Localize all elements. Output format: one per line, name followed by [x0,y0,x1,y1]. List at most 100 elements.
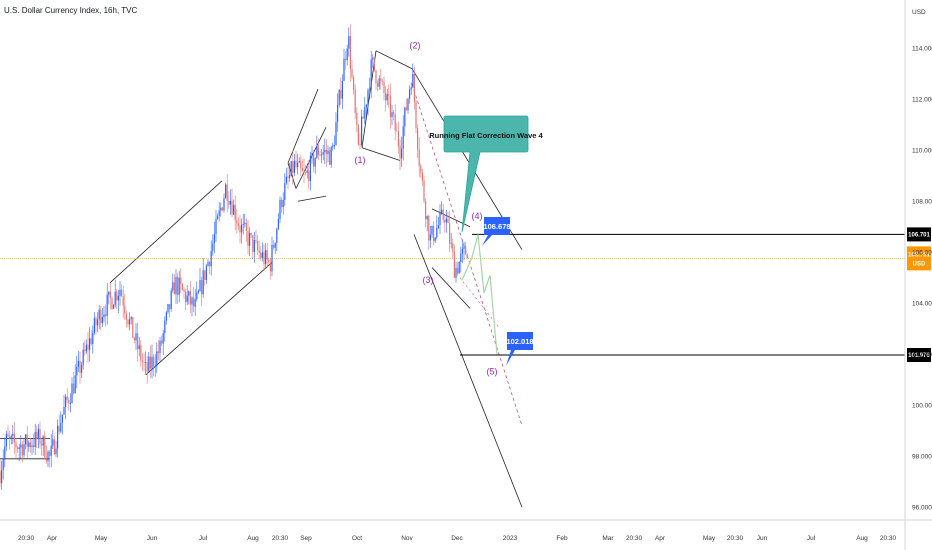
y-axis[interactable]: USD 96.000 98.000 100.000 102.000 104.000 106.… [904,0,932,550]
candle-body [378,78,380,87]
candle-body [367,89,369,105]
candle-body [116,291,118,301]
candle-body [132,317,134,338]
candle-body [412,73,414,88]
candle-body [213,234,215,244]
candle-body [196,292,198,300]
candle-body [148,356,150,372]
candle-body [449,222,451,244]
candle-body [97,319,99,326]
candle-body [109,291,111,298]
candle-body [401,148,403,159]
candle-body [58,425,60,432]
candle-body [418,149,420,166]
candle-body [253,239,255,252]
channel-line [109,180,223,284]
candle-body [49,451,51,456]
candle-body [36,431,38,440]
candle-body [444,219,446,223]
forecast-path [461,234,498,355]
candle-body [220,207,222,211]
x-axis[interactable]: 20:30 Apr May Jun Jul Aug 20:30 Sep Oct Nov Dec 202… [0,519,932,542]
candle-body [461,248,463,254]
candle-body [226,184,228,201]
candle-body [441,209,443,213]
candle-body [165,312,167,321]
candle-body [85,344,87,352]
candle-body [151,356,153,369]
candle-body [103,314,105,318]
channel-line [413,234,523,508]
candle-body [332,145,334,148]
candle-body [218,210,220,216]
channel-line [297,195,327,202]
candle-body [396,130,398,132]
candle-body [167,304,169,313]
y-tick-label: 106.000 [912,249,932,256]
candle-body [149,356,151,369]
candle-body [377,83,379,87]
candle-body [447,218,449,223]
candle-body [173,282,175,295]
candle-body [405,107,407,111]
candle-body [101,317,103,324]
y-tick-label: 102.000 [912,351,932,358]
candle-body [306,170,308,173]
candle-body [79,360,81,373]
x-tick-label: May [703,535,716,542]
candle-body [55,448,57,455]
candle-body [127,319,129,325]
candle-body [428,215,430,241]
candle-body [108,291,110,295]
channel-line [145,262,273,375]
candle-body [41,444,43,446]
candle-body [335,121,337,146]
candle-body [321,154,323,156]
candle-body [433,225,435,242]
candle-body [341,80,343,99]
candle-body [324,149,326,153]
candle-body [330,147,332,165]
candle-body [293,160,295,174]
x-tick-label: May [95,535,108,542]
candle-body [314,157,316,167]
x-tick-label: Nov [401,535,413,542]
candle-body [381,81,383,82]
current-price-text: 105.761 [908,252,930,258]
candle-body [244,222,246,224]
candle-body [394,114,396,131]
y-axis-currency-label: USD [912,9,926,16]
candle-body [346,48,348,61]
candles [0,24,468,490]
candle-body [47,451,49,462]
candle-body [162,332,164,344]
candle-body [209,261,211,267]
candle-body [141,360,143,362]
candle-body [42,436,44,446]
candle-body [140,345,142,361]
candle-body [28,442,30,447]
wave-label: (4) [472,211,483,221]
candle-body [210,250,212,267]
candle-body [119,289,121,296]
candle-body [37,428,39,440]
candle-body [389,95,391,117]
candle-body [420,165,422,173]
x-tick-label: 2023 [503,535,518,542]
candle-body [82,349,84,366]
candle-body [53,439,55,455]
channel-line [361,50,377,148]
candle-body [189,291,191,305]
candle-body [281,199,283,208]
candle-body [383,81,385,94]
candle-body [316,146,318,158]
candle-body [298,161,300,163]
candle-body [39,428,41,445]
y-tick-label: 112.000 [912,96,932,103]
candle-body [124,305,126,314]
candle-body [313,153,315,167]
candle-body [465,246,467,255]
candle-body [129,319,131,325]
candle-body [357,125,359,145]
